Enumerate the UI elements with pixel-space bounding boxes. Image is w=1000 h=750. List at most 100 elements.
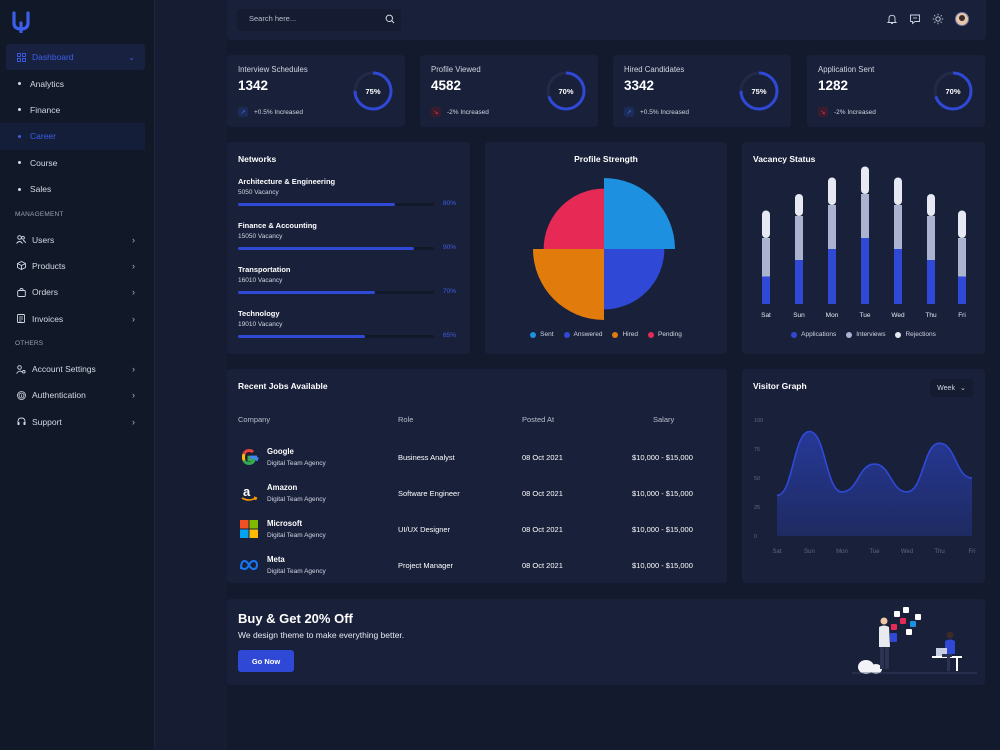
bar-interviews-thu[interactable] xyxy=(927,216,935,260)
sidebar-item-label: Users xyxy=(32,234,55,245)
chat-icon[interactable] xyxy=(909,13,921,25)
bar-legend: Applications Interviews Rejections xyxy=(742,331,985,338)
stat-value: 1282 xyxy=(818,78,849,93)
pie-slice-pending[interactable] xyxy=(543,188,604,249)
stat-change-text: +0.5% Increased xyxy=(640,108,689,116)
pie-legend-item[interactable]: Hired xyxy=(612,331,638,338)
table-row[interactable]: Meta Digital Team Agency Project Manager… xyxy=(227,547,727,583)
bar-rejections-thu[interactable] xyxy=(927,194,935,216)
bar-applications-fri[interactable] xyxy=(958,276,966,305)
bar-applications-thu[interactable] xyxy=(927,260,935,304)
stat-value: 1342 xyxy=(238,78,269,93)
pie-slice-sent[interactable] xyxy=(604,178,675,249)
legend-dot-icon xyxy=(846,331,853,338)
legend-dot-icon xyxy=(612,331,619,338)
sidebar-item-account-settings[interactable]: Account Settings › xyxy=(0,356,155,382)
table-row[interactable]: a Amazon Digital Team Agency Software En… xyxy=(227,475,727,511)
sidebar-item-products[interactable]: Products › xyxy=(0,253,155,279)
progress-percent: 70% xyxy=(558,86,574,96)
top-icons xyxy=(886,12,969,26)
bar-applications-wed[interactable] xyxy=(894,249,902,304)
bar-applications-tue[interactable] xyxy=(861,238,869,304)
amazon-logo-icon: a xyxy=(241,484,258,501)
x-tick-label: Tue xyxy=(869,549,880,555)
bar-rejections-mon[interactable] xyxy=(828,177,836,206)
company-agency: Digital Team Agency xyxy=(267,460,326,467)
team-illustration xyxy=(852,607,977,674)
job-posted: 08 Oct 2021 xyxy=(522,489,563,498)
sidebar-item-label: Sales xyxy=(30,184,52,195)
sun-icon[interactable] xyxy=(932,13,944,25)
area-line[interactable] xyxy=(776,430,973,497)
avatar[interactable] xyxy=(955,12,969,26)
logo-icon[interactable] xyxy=(12,11,30,33)
networks-card: Networks Architecture & Engineering 5050… xyxy=(227,142,470,354)
sidebar-item-invoices[interactable]: Invoices › xyxy=(0,306,155,332)
sidebar-item-dashboard[interactable]: Dashboard ⌄ xyxy=(6,44,145,71)
job-posted: 08 Oct 2021 xyxy=(522,561,563,570)
job-salary: $10,000 - $15,000 xyxy=(632,453,693,462)
progress-ring: 70% xyxy=(545,70,587,112)
search-icon[interactable] xyxy=(385,14,395,24)
table-row[interactable]: Microsoft Digital Team Agency UI/UX Desi… xyxy=(227,511,727,547)
sidebar-item-finance[interactable]: Finance xyxy=(0,97,155,123)
sidebar-item-support[interactable]: Support › xyxy=(0,409,155,435)
sidebar-item-course[interactable]: Course xyxy=(0,150,155,176)
network-progress-fill xyxy=(238,291,376,294)
bar-applications-sat[interactable] xyxy=(762,276,770,305)
bar-interviews-sat[interactable] xyxy=(762,238,770,277)
bar-rejections-tue[interactable] xyxy=(861,166,869,195)
search-input[interactable] xyxy=(249,14,379,23)
sidebar-item-sales[interactable]: Sales xyxy=(0,176,155,202)
bar-interviews-sun[interactable] xyxy=(795,216,803,260)
bar-rejections-fri[interactable] xyxy=(958,210,966,239)
go-now-button[interactable]: Go Now xyxy=(238,650,294,672)
table-header-role: Role xyxy=(398,415,414,424)
bar-legend-item[interactable]: Interviews xyxy=(846,331,885,338)
stat-label: Hired Candidates xyxy=(624,65,685,74)
pie-slice-answered[interactable] xyxy=(604,249,665,310)
job-salary: $10,000 - $15,000 xyxy=(632,561,693,570)
bar-legend-item[interactable]: Applications xyxy=(791,331,836,338)
range-select[interactable]: Week ⌄ xyxy=(930,379,973,397)
bar-legend-item[interactable]: Rejections xyxy=(895,331,936,338)
sidebar-item-analytics[interactable]: Analytics xyxy=(0,70,155,96)
stat-change-text: -2% Increased xyxy=(834,108,876,116)
x-tick-label: Tue xyxy=(860,312,871,319)
invoice-icon xyxy=(16,314,26,324)
bar-rejections-sat[interactable] xyxy=(762,210,770,239)
pie-legend-item[interactable]: Sent xyxy=(530,331,554,338)
bar-interviews-tue[interactable] xyxy=(861,194,869,238)
stat-change-text: +0.5% Increased xyxy=(254,108,303,116)
table-row[interactable]: Google Digital Team Agency Business Anal… xyxy=(227,439,727,475)
chevron-right-icon: › xyxy=(132,364,135,375)
bar-interviews-wed[interactable] xyxy=(894,205,902,249)
bar-interviews-fri[interactable] xyxy=(958,238,966,277)
progress-ring: 70% xyxy=(932,70,974,112)
user-gear-icon xyxy=(16,364,26,374)
stat-value: 3342 xyxy=(624,78,655,93)
sidebar-item-career[interactable]: Career xyxy=(0,123,145,150)
vacancy-status-card: Vacancy Status Sat Sun Mon Tue Wed Thu Fri App… xyxy=(742,142,985,354)
sidebar-item-orders[interactable]: Orders › xyxy=(0,279,155,305)
pie-legend-item[interactable]: Answered xyxy=(563,331,602,338)
pie-slice-hired[interactable] xyxy=(533,249,604,320)
y-tick-label: 100 xyxy=(754,418,763,424)
bell-icon[interactable] xyxy=(886,13,898,25)
bar-applications-mon[interactable] xyxy=(828,249,836,304)
sidebar-item-label: Orders xyxy=(32,287,58,298)
recent-jobs-title: Recent Jobs Available xyxy=(238,381,328,391)
bar-rejections-sun[interactable] xyxy=(795,194,803,216)
pie-legend-item[interactable]: Pending xyxy=(647,331,682,338)
sidebar-item-users[interactable]: Users › xyxy=(0,226,155,252)
bar-applications-sun[interactable] xyxy=(795,260,803,304)
legend-label: Sent xyxy=(540,331,554,338)
bar-rejections-wed[interactable] xyxy=(894,177,902,206)
sidebar-item-authentication[interactable]: Authentication › xyxy=(0,382,155,408)
network-name: Architecture & Engineering xyxy=(238,177,336,186)
grid-icon xyxy=(16,52,26,62)
x-tick-label: Wed xyxy=(901,549,913,555)
bar-interviews-mon[interactable] xyxy=(828,205,836,249)
profile-strength-title: Profile Strength xyxy=(574,154,638,164)
stat-card-interview-schedules: Interview Schedules 1342 ↗ +0.5% Increase… xyxy=(227,55,405,127)
